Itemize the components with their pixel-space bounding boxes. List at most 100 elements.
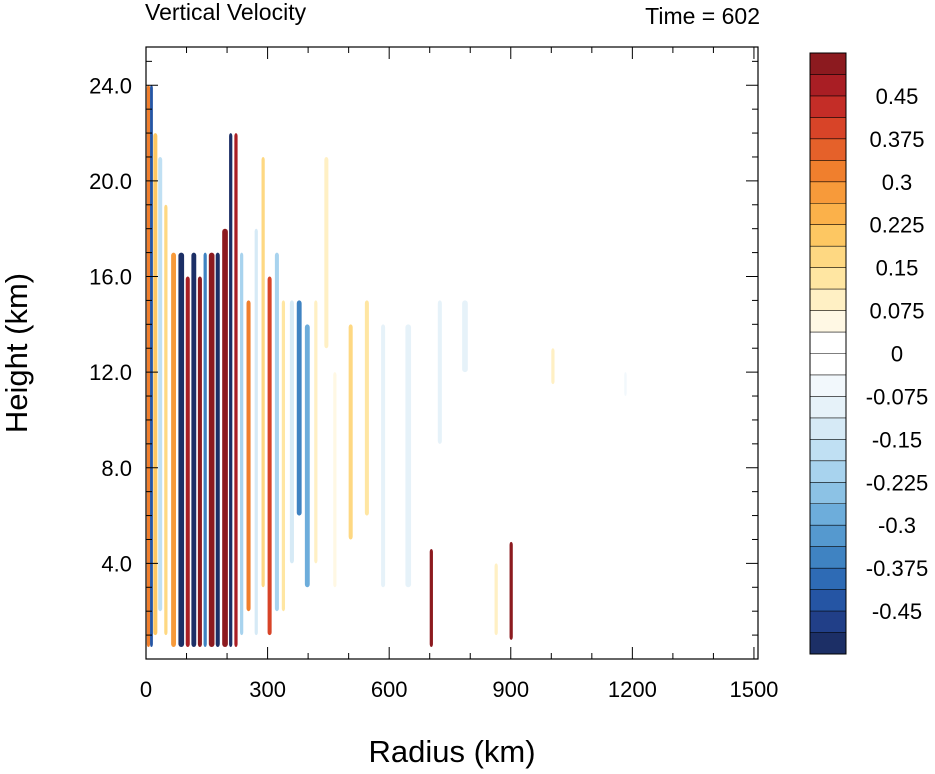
x-tick-label: 1500	[729, 677, 778, 702]
colorbar-cell	[810, 160, 846, 183]
y-tick-label: 4.0	[101, 551, 132, 576]
y-axis-tick-labels: 4.0 8.0 12.0 16.0 20.0 24.0	[89, 73, 132, 576]
chart-title: Vertical Velocity	[145, 0, 307, 25]
colorbar-cell	[810, 203, 846, 226]
colorbar-label: 0	[891, 342, 903, 367]
heatmap-band-1	[150, 85, 153, 648]
heatmap-band-33	[429, 549, 433, 648]
chart-subtitle: Time = 602	[645, 3, 760, 29]
y-tick-label: 8.0	[101, 456, 132, 481]
x-axis-tick-labels: 0 300 600 900 1200 1500	[140, 677, 779, 702]
colorbar-cell	[810, 310, 846, 333]
heatmap-band-19	[261, 156, 265, 588]
colorbar-cell	[810, 138, 846, 161]
colorbar-cell	[810, 267, 846, 290]
heatmap-band-3	[158, 156, 163, 612]
heatmap-band-17	[246, 300, 251, 612]
heatmap-band-13	[222, 228, 228, 648]
heatmap-band-30	[364, 300, 369, 516]
heatmap-band-39	[624, 372, 627, 397]
colorbar-cell	[810, 439, 846, 462]
colorbar-cell	[810, 246, 846, 268]
heatmap-band-18	[254, 228, 258, 636]
colorbar-cell	[810, 53, 846, 75]
colorbar-cell	[810, 525, 846, 547]
x-tick-label: 0	[140, 677, 152, 702]
heatmap-band-24	[296, 300, 302, 516]
colorbar-label: -0.225	[866, 470, 928, 495]
heatmap-band-27	[324, 156, 329, 349]
x-tick-label: 900	[492, 677, 529, 702]
colorbar-label: 0.225	[869, 213, 924, 238]
colorbar-cell	[810, 417, 846, 440]
y-tick-label: 24.0	[89, 73, 132, 98]
heatmap-band-36	[494, 563, 498, 636]
y-tick-label: 16.0	[89, 265, 132, 290]
colorbar-label: -0.45	[872, 599, 922, 624]
heatmap-band-23	[289, 300, 294, 564]
plot-area	[145, 46, 759, 660]
y-tick-label: 20.0	[89, 169, 132, 194]
heatmap-band-6	[178, 252, 185, 648]
plot-frame	[145, 46, 759, 660]
heatmap-band-20	[267, 276, 272, 636]
colorbar-cell	[810, 374, 846, 397]
colorbar-cell	[810, 460, 846, 483]
colorbar-cell	[810, 632, 846, 655]
colorbar-label: 0.375	[869, 127, 924, 152]
colorbar-cell	[810, 289, 846, 311]
colorbar-label: -0.3	[878, 513, 916, 538]
heatmap-band-25	[304, 324, 310, 588]
heatmap-band-8	[191, 252, 197, 648]
colorbar-cell	[810, 353, 846, 376]
colorbar-label: 0.45	[876, 84, 919, 109]
heatmap-band-32	[405, 324, 412, 588]
colorbar-labels: 0.45 0.375 0.3 0.225 0.15 0.075 0 -0.075 -0.15 -0…	[866, 84, 928, 624]
y-axis-label: Height (km)	[0, 273, 34, 433]
heatmap-band-29	[348, 324, 353, 540]
colorbar-cell	[810, 95, 846, 118]
colorbar-cell	[810, 546, 846, 569]
heatmap-band-26	[314, 300, 318, 564]
colorbar-cell	[810, 224, 846, 247]
heatmap-band-9	[197, 276, 202, 648]
colorbar-label: -0.375	[866, 556, 928, 581]
heatmap-band-21	[274, 252, 279, 612]
heatmap-band-12	[215, 252, 220, 648]
heatmap-band-15	[234, 133, 238, 648]
heatmap-band-38	[551, 348, 555, 385]
heatmap-band-31	[381, 324, 386, 588]
colorbar-label: 0.075	[869, 299, 924, 324]
heatmap-band-7	[185, 276, 190, 648]
x-tick-label: 600	[371, 677, 408, 702]
colorbar-cell	[810, 74, 846, 97]
heatmap-band-14	[229, 133, 233, 648]
y-tick-label: 12.0	[89, 360, 132, 385]
heatmap-band-10	[203, 252, 207, 648]
colorbar-cell	[810, 589, 846, 612]
heatmap-band-4	[164, 204, 168, 636]
colorbar-cell	[810, 332, 846, 354]
colorbar-cell	[810, 181, 846, 204]
colorbar-label: 0.15	[876, 256, 919, 281]
colorbar-cell	[810, 503, 846, 526]
colorbar-label: -0.075	[866, 384, 928, 409]
colorbar-label: 0.3	[882, 170, 913, 195]
heatmap-band-35	[462, 300, 468, 373]
heatmap-band-37	[509, 541, 513, 640]
colorbar-cell	[810, 482, 846, 505]
heatmap-band-34	[437, 300, 442, 444]
heatmap-band-0	[146, 85, 151, 648]
x-tick-label: 300	[249, 677, 286, 702]
heatmap-bands	[146, 85, 627, 648]
heatmap-band-2	[153, 133, 158, 636]
colorbar-label: -0.15	[872, 427, 922, 452]
axis-ticks	[145, 47, 758, 659]
colorbar	[809, 52, 847, 655]
heatmap-band-16	[240, 252, 244, 636]
heatmap-band-5	[171, 252, 176, 648]
colorbar-cell	[810, 396, 846, 419]
heatmap-band-22	[281, 300, 286, 612]
colorbar-cell	[810, 611, 846, 633]
